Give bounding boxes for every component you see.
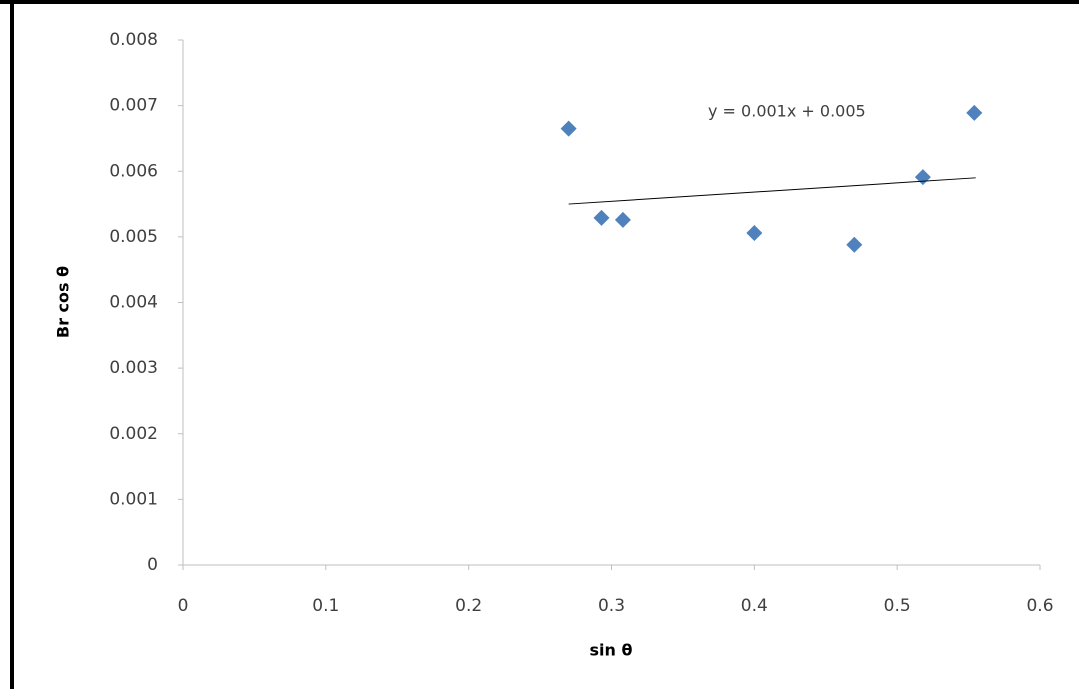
y-tick-label: 0.004 — [109, 293, 158, 313]
trendline-label: y = 0.001x + 0.005 — [708, 102, 866, 121]
y-tick-label: 0.008 — [109, 30, 158, 50]
x-tick-label: 0.2 — [455, 596, 482, 616]
x-axis-title: sin θ — [590, 641, 633, 660]
y-axis-title: Br cos θ — [54, 266, 73, 338]
x-tick-label: 0.3 — [598, 596, 625, 616]
chart: sin θ Br cos θ 0 0.001 0.002 0.003 0.004 0.00… — [0, 0, 1079, 689]
y-tick-label: 0.007 — [109, 96, 158, 116]
y-tick-label: 0 — [147, 555, 158, 575]
page: {"chart_data": {"type": "scatter", "x_la… — [0, 0, 1079, 689]
y-tick-label: 0.001 — [109, 489, 158, 509]
y-tick-label: 0.006 — [109, 161, 158, 181]
x-tick-label: 0 — [178, 596, 189, 616]
x-tick-label: 0.4 — [741, 596, 768, 616]
x-tick-label: 0.5 — [884, 596, 911, 616]
y-tick-label: 0.003 — [109, 358, 158, 378]
x-tick-label: 0.1 — [312, 596, 339, 616]
background — [0, 0, 1079, 689]
y-tick-label: 0.002 — [109, 424, 158, 444]
x-tick-label: 0.6 — [1026, 596, 1053, 616]
y-tick-label: 0.005 — [109, 227, 158, 247]
